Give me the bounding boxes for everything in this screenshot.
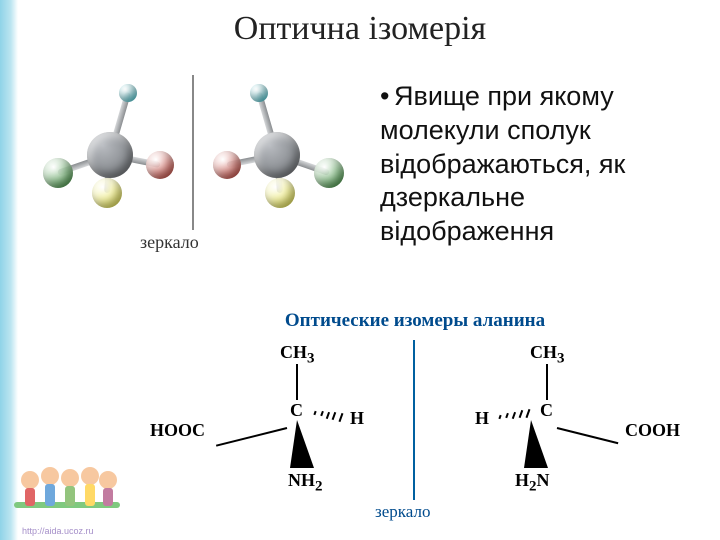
mirror-label-2d: зеркало bbox=[375, 502, 430, 522]
molecule-left bbox=[35, 70, 185, 225]
substituent-atom bbox=[250, 84, 268, 102]
substituent-atom bbox=[43, 158, 73, 188]
sub: 3 bbox=[307, 351, 315, 367]
substituent-atom bbox=[92, 178, 122, 208]
wedge-nh2-left bbox=[290, 420, 320, 470]
label-h2n: H2N bbox=[515, 470, 550, 496]
label-nh2-left: NH2 bbox=[288, 470, 323, 496]
dash bbox=[519, 410, 523, 418]
substituent-atom bbox=[314, 158, 344, 188]
substituent-atom bbox=[213, 151, 241, 179]
mirror-label-3d: зеркало bbox=[140, 232, 199, 253]
txt: CH bbox=[530, 342, 557, 362]
dash bbox=[526, 409, 531, 418]
dash bbox=[320, 411, 324, 417]
txt: NH bbox=[288, 470, 315, 490]
bond-v-left bbox=[296, 364, 298, 400]
alanine-title: Оптические изомеры аланина bbox=[130, 310, 700, 332]
sub: 3 bbox=[557, 351, 565, 367]
substituent-atom bbox=[119, 84, 137, 102]
description-text: •Явище при якому молекули сполук відобра… bbox=[380, 80, 700, 249]
txt: H bbox=[515, 470, 529, 490]
dash bbox=[498, 415, 501, 420]
dash bbox=[505, 413, 509, 419]
bond-hooc bbox=[216, 427, 287, 447]
txt2: N bbox=[537, 470, 550, 490]
label-h-left: H bbox=[350, 408, 364, 429]
mirror-line-3d bbox=[192, 75, 194, 230]
bullet-content: Явище при якому молекули сполук відображ… bbox=[380, 81, 625, 246]
substituent-atom bbox=[265, 178, 295, 208]
sub: 2 bbox=[529, 479, 537, 495]
footer-link: http://aida.ucoz.ru bbox=[22, 526, 94, 536]
wedge-h2n-right bbox=[524, 420, 554, 470]
center-atom bbox=[87, 132, 133, 178]
label-hooc: HOOC bbox=[150, 420, 205, 441]
model-3d-panel: зеркало bbox=[30, 70, 360, 265]
dash bbox=[512, 412, 516, 419]
label-h-right: H bbox=[475, 408, 489, 429]
substituent-atom bbox=[146, 151, 174, 179]
dash bbox=[338, 413, 343, 422]
molecule-right bbox=[202, 70, 352, 225]
page-title: Оптична ізомерія bbox=[0, 10, 720, 48]
dash bbox=[314, 411, 317, 416]
dash bbox=[326, 412, 330, 419]
alanine-panel: Оптические изомеры аланина зеркало CH3 C… bbox=[130, 310, 700, 530]
label-c-left: C bbox=[290, 400, 303, 421]
mirror-line-2d bbox=[413, 340, 415, 500]
bullet-dot: • bbox=[380, 80, 394, 114]
kids-illustration bbox=[12, 452, 122, 522]
txt: CH bbox=[280, 342, 307, 362]
dash bbox=[332, 412, 336, 420]
bond-cooh bbox=[557, 427, 619, 444]
sub: 2 bbox=[315, 479, 323, 495]
label-c-right: C bbox=[540, 400, 553, 421]
center-atom bbox=[254, 132, 300, 178]
bond-v-right bbox=[546, 364, 548, 400]
label-cooh: COOH bbox=[625, 420, 680, 441]
